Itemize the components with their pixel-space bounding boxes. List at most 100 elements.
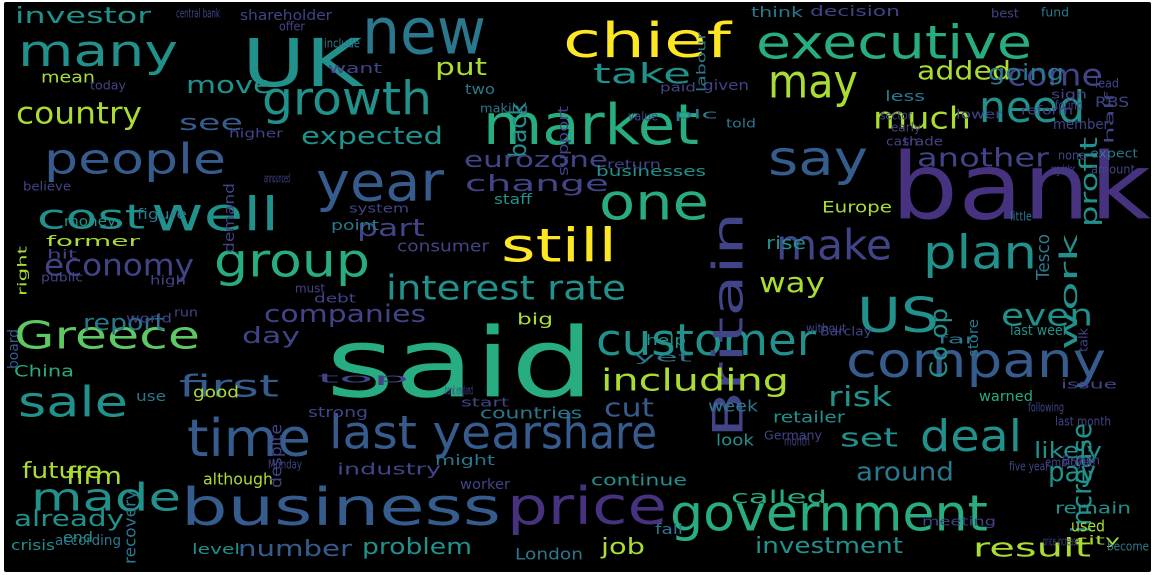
word-people: people <box>44 135 226 184</box>
word-good: good <box>193 383 239 402</box>
word-given: given <box>703 78 749 94</box>
word-lead: lead <box>1095 77 1119 91</box>
word-set: set <box>840 424 898 454</box>
word-take: take <box>593 57 691 90</box>
word-month: month <box>784 435 810 449</box>
word-announced: announced <box>264 172 290 186</box>
word-making: making <box>480 102 528 116</box>
word-eurozone: eurozone <box>464 148 608 173</box>
word-expect: expect <box>1090 147 1138 161</box>
word-day: day <box>242 324 300 349</box>
word-right: right <box>16 245 30 296</box>
word-countries: countries <box>480 404 582 423</box>
word-company: company <box>846 333 1106 389</box>
word-world: world <box>126 312 172 326</box>
word-regulator: regulator <box>1051 163 1075 177</box>
word-us: US <box>857 288 939 344</box>
word-trade: trade <box>903 135 943 149</box>
word-last-week: last week <box>1010 323 1071 339</box>
word-five-year: five year <box>1009 460 1049 474</box>
word-plc: plc <box>674 108 718 122</box>
word-believe: believe <box>23 180 71 194</box>
word-following: following <box>1028 401 1064 415</box>
word-risk: risk <box>828 380 893 413</box>
word-include: include <box>324 37 360 51</box>
word-bank-england: bank england <box>445 384 473 398</box>
word-move: move <box>186 71 272 99</box>
word-group: group <box>214 234 370 288</box>
word-barclay: Barclay <box>820 325 872 339</box>
word-investment: investment <box>755 534 903 559</box>
word-investor: investor <box>15 4 152 29</box>
word-point: point <box>331 218 380 234</box>
word-rbs: RBS <box>1095 95 1129 111</box>
word-including: including <box>601 364 789 399</box>
word-make: make <box>776 221 892 270</box>
word-british: British <box>1062 454 1100 468</box>
word-without: without <box>806 322 846 336</box>
word-warned: warned <box>979 389 1033 405</box>
word-store: store <box>966 319 982 357</box>
word-none: none <box>1058 149 1086 163</box>
word-staff: staff <box>494 192 532 208</box>
word-issue: issue <box>1061 378 1117 392</box>
word-problem: problem <box>362 535 472 560</box>
word-look: look <box>716 431 755 450</box>
word-amount: amount <box>1091 163 1135 177</box>
word-already: already <box>14 507 124 532</box>
word-tesco: Tesco <box>1033 234 1054 281</box>
word-former: former <box>46 234 140 250</box>
word-deal: deal <box>920 411 1022 462</box>
word-shareholder: shareholder <box>240 8 332 24</box>
word-europe: Europe <box>822 198 892 217</box>
word-first: first <box>179 370 279 405</box>
word-higher: higher <box>229 127 283 141</box>
word-consumer: consumer <box>397 237 489 256</box>
word-firm: firm <box>66 462 122 490</box>
word-reform: reform <box>1021 104 1073 118</box>
word-price: price <box>507 477 667 537</box>
word-market: market <box>483 93 699 158</box>
word-businesses: businesses <box>596 164 706 180</box>
word-time: time <box>187 409 311 469</box>
word-companies: companies <box>264 300 426 328</box>
word-increase: increase <box>1065 423 1098 533</box>
word-half: half <box>1103 90 1117 144</box>
word-high: high <box>150 274 186 288</box>
word-expected: expected <box>301 122 443 150</box>
word-mean: mean <box>41 68 95 87</box>
word-paid: paid <box>660 81 696 95</box>
word-country: country <box>16 97 142 132</box>
word-made: made <box>31 476 181 520</box>
word-yet: yet <box>634 351 693 365</box>
word-money: money <box>64 214 116 230</box>
word-according: according <box>55 533 121 549</box>
word-well: well <box>151 188 279 242</box>
word-new: new <box>362 2 486 70</box>
word-still: still <box>501 219 617 273</box>
word-use: use <box>136 389 166 405</box>
word-industry: industry <box>337 460 441 479</box>
word-profit: profit <box>1075 137 1103 227</box>
word-much: much <box>873 102 971 137</box>
word-one: one <box>599 174 709 232</box>
word-say: say <box>768 131 868 187</box>
word-little: little <box>1010 210 1032 224</box>
word-called: called <box>731 487 827 508</box>
word-fall: fall <box>655 522 683 538</box>
word-way: way <box>759 266 825 299</box>
word-labour: labour <box>695 32 709 92</box>
word-may: may <box>768 55 858 109</box>
word-less: less <box>885 89 925 105</box>
word-said: said <box>326 307 594 419</box>
word-meeting: meeting <box>922 515 996 529</box>
word-report: report <box>83 311 165 336</box>
word-bank: bank <box>891 133 1151 240</box>
word-monday: Monday <box>268 458 302 472</box>
word-germany: Germany <box>764 429 822 443</box>
word-greece: Greece <box>14 314 200 358</box>
word-many: many <box>18 26 178 77</box>
word-economy: economy <box>44 249 194 284</box>
word-board: board <box>6 329 22 369</box>
word-demand: demand <box>222 183 238 253</box>
